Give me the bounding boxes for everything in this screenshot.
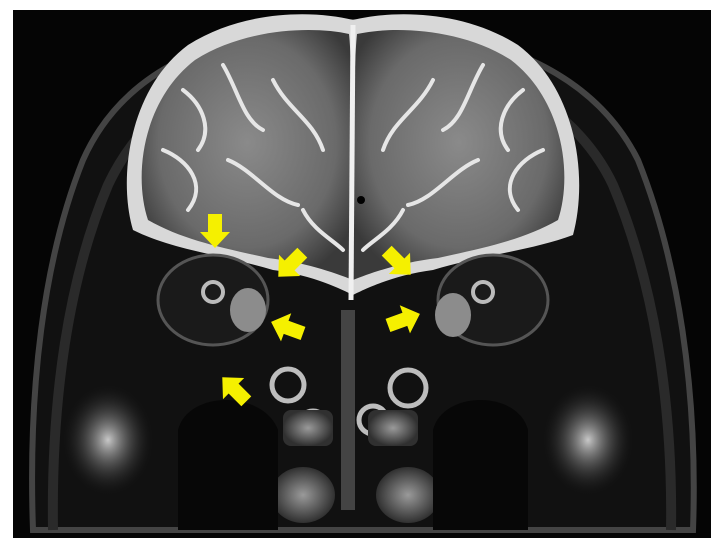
- mri-image-frame: [13, 10, 711, 538]
- arrow-2: [278, 247, 308, 277]
- mri-scan: [29, 14, 697, 533]
- arrow-1: [200, 214, 230, 248]
- arrow-group: [200, 214, 420, 407]
- arrow-4: [271, 313, 306, 342]
- arrow-5: [385, 305, 420, 334]
- arrow-6: [222, 377, 252, 407]
- arrow-3: [381, 245, 411, 275]
